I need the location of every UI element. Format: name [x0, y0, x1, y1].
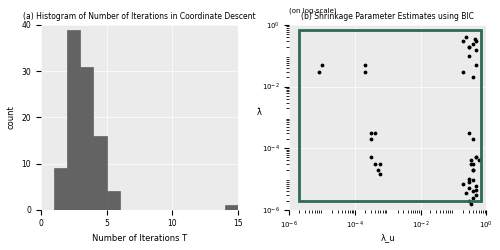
Point: [376, 172, 384, 175]
Title: (a) Histogram of Number of Iterations in Coordinate Descent: (a) Histogram of Number of Iterations in…: [23, 12, 256, 22]
Point: [462, 191, 470, 195]
Point: [465, 180, 473, 184]
Bar: [94, 136, 106, 210]
Point: [469, 196, 477, 200]
Point: [472, 156, 480, 160]
Point: [472, 156, 480, 160]
Point: [462, 35, 470, 39]
Point: [465, 198, 473, 202]
Bar: [106, 191, 120, 210]
Point: [315, 70, 323, 74]
Point: [467, 202, 475, 206]
Y-axis label: λ̂: λ̂: [256, 108, 262, 118]
Point: [361, 63, 369, 67]
Point: [469, 168, 477, 172]
Point: [370, 132, 378, 136]
Point: [475, 158, 483, 162]
Point: [472, 188, 480, 192]
Point: [472, 39, 480, 43]
Point: [469, 137, 477, 141]
Point: [366, 132, 374, 136]
Title: (b) Shrinkage Parameter Estimates using BIC: (b) Shrinkage Parameter Estimates using …: [302, 12, 474, 22]
Point: [318, 63, 326, 67]
Point: [459, 39, 467, 43]
Point: [472, 193, 480, 197]
Point: [467, 162, 475, 166]
Point: [469, 42, 477, 46]
Point: [376, 162, 384, 166]
Point: [471, 37, 479, 41]
Point: [465, 44, 473, 48]
Point: [374, 168, 382, 172]
Point: [465, 177, 473, 181]
Bar: [67, 30, 80, 210]
Point: [465, 54, 473, 58]
Point: [469, 189, 477, 193]
Point: [366, 156, 374, 160]
Point: [459, 70, 467, 74]
Point: [469, 75, 477, 79]
Point: [465, 132, 473, 136]
X-axis label: Number of Iterations T: Number of Iterations T: [92, 234, 187, 243]
Bar: [224, 205, 237, 210]
Point: [469, 178, 477, 182]
Point: [472, 184, 480, 188]
Point: [472, 48, 480, 52]
Point: [467, 158, 475, 162]
Bar: [54, 168, 67, 210]
Bar: [80, 66, 94, 210]
X-axis label: λ_u: λ_u: [380, 234, 395, 242]
Y-axis label: count: count: [7, 106, 16, 129]
Point: [469, 162, 477, 166]
Text: (on log-scale): (on log-scale): [290, 8, 337, 14]
Point: [469, 168, 477, 172]
Point: [370, 162, 378, 166]
Point: [459, 182, 467, 186]
Point: [472, 63, 480, 67]
Point: [465, 44, 473, 48]
Point: [465, 186, 473, 190]
Point: [361, 70, 369, 74]
Point: [366, 137, 374, 141]
